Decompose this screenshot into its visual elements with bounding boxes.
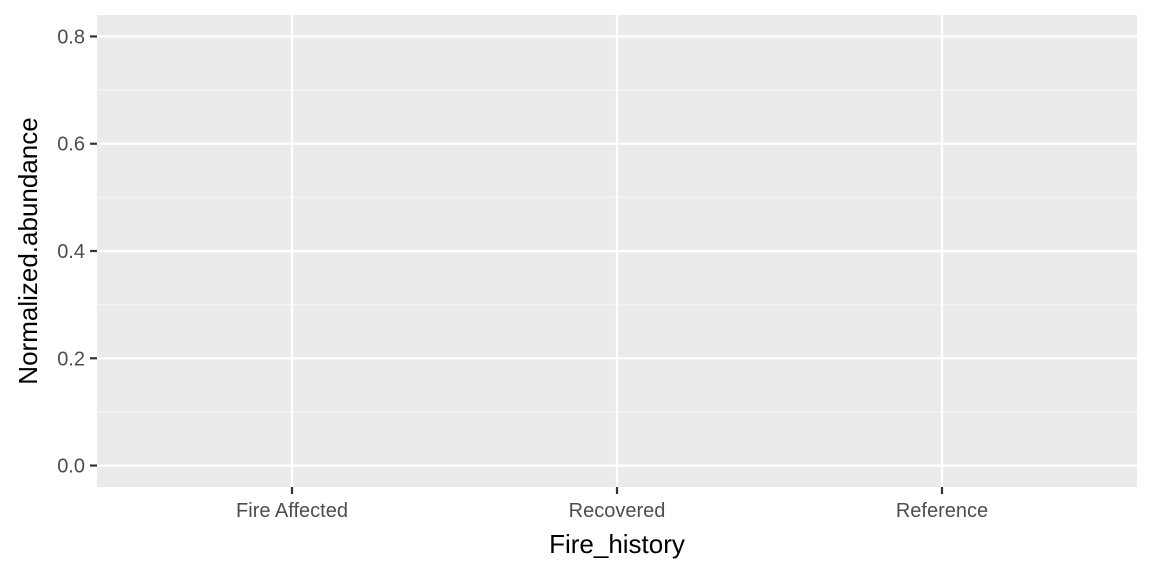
x-tick-label: Fire Affected (236, 500, 348, 522)
y-tick-label: 0.2 (57, 348, 85, 370)
y-tick-label: 0.6 (57, 134, 85, 156)
x-tick-label: Recovered (569, 500, 666, 522)
major-gridlines (97, 15, 1137, 487)
y-tick-label: 0.0 (57, 456, 85, 478)
y-axis-title: Normalized.abundance (13, 117, 43, 384)
y-tick-label: 0.4 (57, 241, 85, 263)
x-axis-title: Fire_history (549, 529, 685, 559)
y-tick-label: 0.8 (57, 26, 85, 48)
x-tick-label: Reference (896, 500, 988, 522)
y-axis: 0.0 0.2 0.4 0.6 0.8 (57, 26, 97, 478)
x-axis: Fire Affected Recovered Reference (236, 487, 988, 522)
